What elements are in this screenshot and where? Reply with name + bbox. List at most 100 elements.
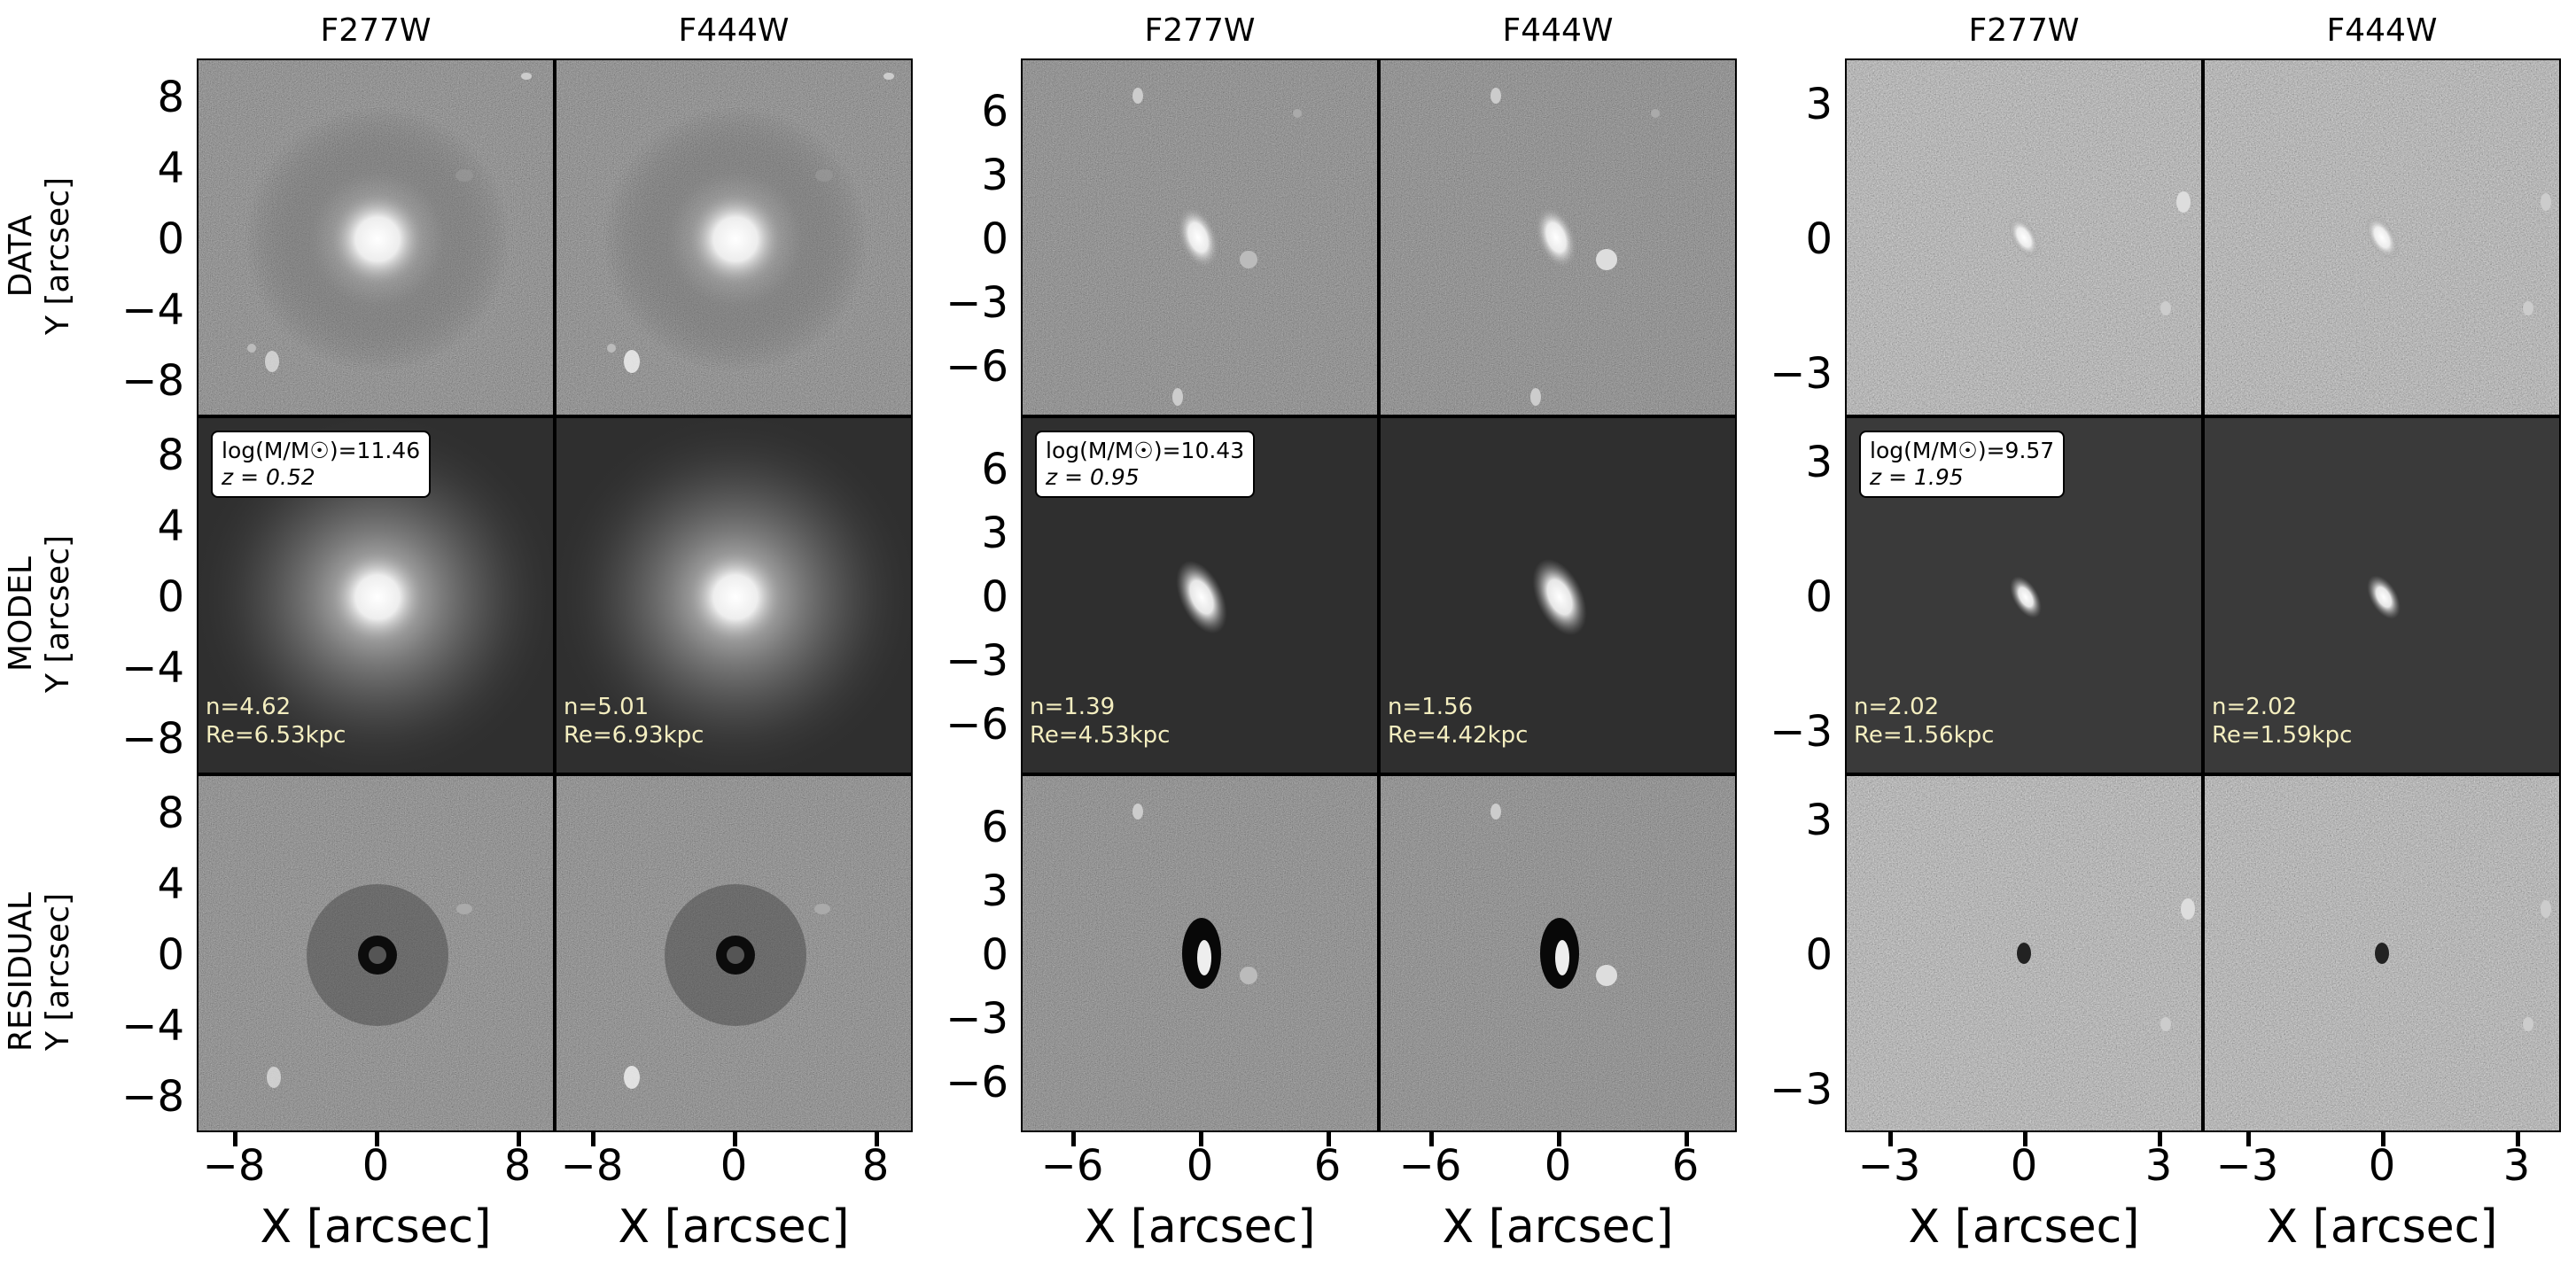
ytick: −8: [121, 714, 184, 764]
xtick: −6: [1040, 1141, 1104, 1191]
ytick: 4: [157, 144, 184, 193]
panel-g1-model-f277w: log(M/M☉)=11.46 z = 0.52 n=4.62 Re=6.53kpc: [197, 416, 555, 774]
xtick: 6: [1671, 1141, 1700, 1191]
xtick: 3: [2144, 1141, 2173, 1191]
panel-g1-data-f277w: [197, 58, 555, 416]
row-label-residual: RESIDUAL Y [arcsec]: [3, 892, 76, 1052]
xtick: 0: [362, 1141, 390, 1191]
ytick: 3: [981, 151, 1008, 200]
col-title-g2-f277w: F277W: [1144, 12, 1256, 49]
ytick: −3: [1770, 707, 1833, 757]
panel-g3-model-f444w: n=2.02 Re=1.59kpc: [2203, 416, 2561, 774]
xtick: 0: [2010, 1141, 2038, 1191]
xtick: 0: [1186, 1141, 1214, 1191]
panel-g1-model-f444w: n=5.01 Re=6.93kpc: [555, 416, 913, 774]
xlabel-g2-f277w: X [arcsec]: [1084, 1200, 1316, 1254]
xlabel-g3-f444w: X [arcsec]: [2266, 1200, 2498, 1254]
ytick: 3: [1805, 796, 1833, 845]
ytick: 3: [1805, 438, 1833, 487]
panel-g2-residual-f444w: [1379, 774, 1737, 1132]
ytick: −3: [946, 636, 1008, 686]
ytick: 6: [981, 445, 1008, 494]
ytick: −4: [121, 285, 184, 335]
xlabel-g1-f277w: X [arcsec]: [260, 1200, 492, 1254]
panel-g3-data-f444w: [2203, 58, 2561, 416]
xtick: 0: [720, 1141, 748, 1191]
panel-g3-data-f277w: [1845, 58, 2203, 416]
fit-params-g2-f444w: n=1.56 Re=4.42kpc: [1388, 694, 1529, 749]
xtick: 8: [861, 1141, 890, 1191]
xtick: 3: [2502, 1141, 2531, 1191]
xtick: −3: [1857, 1141, 1921, 1191]
ytick: 3: [981, 509, 1008, 558]
ytick: −4: [121, 1001, 184, 1051]
fit-params-g1-f277w: n=4.62 Re=6.53kpc: [206, 694, 346, 749]
panel-g2-data-f277w: [1021, 58, 1379, 416]
ytick: −4: [121, 643, 184, 693]
ytick: 4: [157, 501, 184, 551]
ytick: 0: [1805, 214, 1833, 264]
panel-g1-residual-f444w: [555, 774, 913, 1132]
ytick: 6: [981, 87, 1008, 136]
ytick: 6: [981, 803, 1008, 852]
ytick: 0: [157, 214, 184, 264]
xtick: 6: [1313, 1141, 1342, 1191]
xtick: −8: [560, 1141, 624, 1191]
ytick: −3: [946, 994, 1008, 1044]
col-title-g2-f444w: F444W: [1502, 12, 1614, 49]
ytick: 0: [981, 572, 1008, 622]
fit-params-g2-f277w: n=1.39 Re=4.53kpc: [1030, 694, 1171, 749]
ytick: 8: [157, 431, 184, 480]
ytick: −3: [1770, 1065, 1833, 1115]
panel-g3-residual-f277w: [1845, 774, 2203, 1132]
panel-g1-data-f444w: [555, 58, 913, 416]
col-title-g3-f444w: F444W: [2326, 12, 2438, 49]
ytick: −8: [121, 356, 184, 406]
xlabel-g1-f444w: X [arcsec]: [618, 1200, 850, 1254]
ytick: −8: [121, 1072, 184, 1122]
ytick: 8: [157, 788, 184, 838]
ytick: −3: [946, 278, 1008, 328]
info-box-g1: log(M/M☉)=11.46 z = 0.52: [211, 431, 432, 498]
fit-params-g3-f444w: n=2.02 Re=1.59kpc: [2212, 694, 2353, 749]
panel-g2-data-f444w: [1379, 58, 1737, 416]
xtick: −6: [1398, 1141, 1462, 1191]
ytick: 0: [1805, 930, 1833, 980]
xtick: 8: [503, 1141, 532, 1191]
ytick: −3: [1770, 349, 1833, 399]
ytick: 3: [981, 866, 1008, 916]
ytick: 0: [1805, 572, 1833, 622]
xlabel-g3-f277w: X [arcsec]: [1908, 1200, 2140, 1254]
col-title-g1-f444w: F444W: [678, 12, 790, 49]
ytick: −6: [946, 700, 1008, 750]
xtick: 0: [2368, 1141, 2396, 1191]
panel-g3-residual-f444w: [2203, 774, 2561, 1132]
ytick: 8: [157, 73, 184, 122]
ytick: −6: [946, 1058, 1008, 1107]
col-title-g1-f277w: F277W: [320, 12, 432, 49]
fit-params-g1-f444w: n=5.01 Re=6.93kpc: [564, 694, 704, 749]
ytick: 0: [157, 930, 184, 980]
ytick: 3: [1805, 80, 1833, 129]
fit-params-g3-f277w: n=2.02 Re=1.56kpc: [1854, 694, 1995, 749]
row-label-model: MODEL Y [arcsec]: [3, 534, 76, 694]
xlabel-g2-f444w: X [arcsec]: [1442, 1200, 1674, 1254]
xtick: 0: [1544, 1141, 1572, 1191]
panel-g2-model-f277w: log(M/M☉)=10.43 z = 0.95 n=1.39 Re=4.53kpc: [1021, 416, 1379, 774]
row-label-data: DATA Y [arcsec]: [3, 176, 76, 336]
ytick: 0: [981, 930, 1008, 980]
xtick: −8: [202, 1141, 266, 1191]
xtick: −3: [2215, 1141, 2279, 1191]
panel-g3-model-f277w: log(M/M☉)=9.57 z = 1.95 n=2.02 Re=1.56kpc: [1845, 416, 2203, 774]
ytick: −6: [946, 342, 1008, 392]
info-box-g3: log(M/M☉)=9.57 z = 1.95: [1859, 431, 2066, 498]
panel-g1-residual-f277w: [197, 774, 555, 1132]
ytick: 0: [981, 214, 1008, 264]
col-title-g3-f277w: F277W: [1968, 12, 2080, 49]
ytick: 0: [157, 572, 184, 622]
panel-g2-model-f444w: n=1.56 Re=4.42kpc: [1379, 416, 1737, 774]
ytick: 4: [157, 859, 184, 909]
panel-g2-residual-f277w: [1021, 774, 1379, 1132]
info-box-g2: log(M/M☉)=10.43 z = 0.95: [1035, 431, 1256, 498]
